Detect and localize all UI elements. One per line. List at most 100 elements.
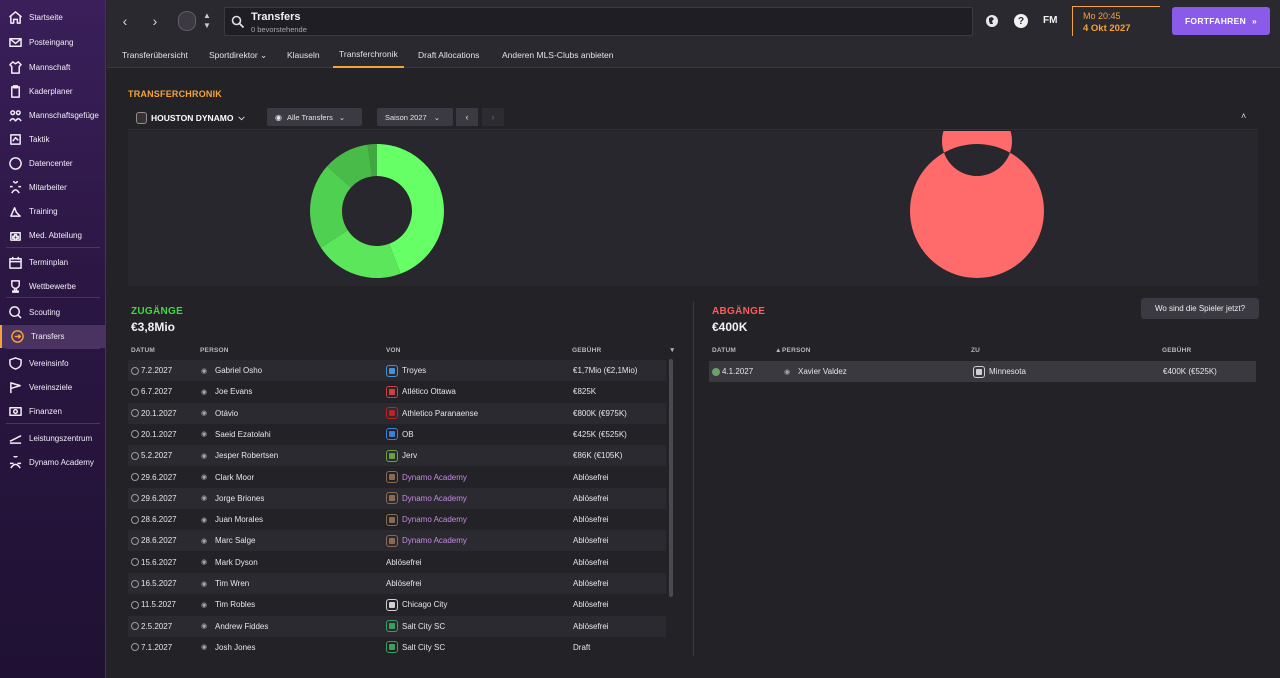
player-name[interactable]: Gabriel Osho xyxy=(215,366,263,375)
sidebar-item-dynamo-academy[interactable]: Dynamo Academy xyxy=(0,451,106,474)
from-club[interactable]: OB xyxy=(402,429,414,439)
sidebar-item-wettbewerbe[interactable]: Wettbewerbe xyxy=(0,275,106,298)
player-name[interactable]: Clark Moor xyxy=(215,472,255,482)
incoming-table-row[interactable]: 29.6.2027 ◉ Jorge Briones Dynamo Academy Abl… xyxy=(128,487,666,509)
continue-button[interactable]: FORTFAHREN » xyxy=(1172,7,1270,35)
incoming-table-row[interactable]: 20.1.2027 ◉ Otávio Athletico Paranaense €800… xyxy=(128,402,666,424)
from-club[interactable]: Ablösefrei xyxy=(386,557,422,567)
player-name[interactable]: Jorge Briones xyxy=(215,493,265,503)
sidebar-item-mannschaft[interactable]: Mannschaft xyxy=(0,56,106,79)
tab-anderen-mls-clubs-anbieten[interactable]: Anderen MLS-Clubs anbieten xyxy=(502,50,614,60)
incoming-table-row[interactable]: 16.5.2027 ◉ Tim Wren Ablösefrei Ablösefrei xyxy=(128,573,666,594)
incoming-table-row[interactable]: 2.5.2027 ◉ Andrew Fiddes Salt City SC Ablöse… xyxy=(128,615,666,637)
player-name[interactable]: Otávio xyxy=(215,408,239,418)
forward-arrow-icon[interactable]: › xyxy=(152,13,158,29)
outgoing-header-date[interactable]: DATUM xyxy=(712,347,736,354)
tab-draft-allocations[interactable]: Draft Allocations xyxy=(418,50,480,60)
player-name[interactable]: Andrew Fiddes xyxy=(215,621,269,631)
from-club[interactable]: Dynamo Academy xyxy=(402,536,467,546)
incoming-header-date[interactable]: DATUM xyxy=(131,347,155,354)
from-club[interactable]: Dynamo Academy xyxy=(402,515,467,525)
world-icon[interactable] xyxy=(984,13,1000,29)
incoming-table-row[interactable]: 29.6.2027 ◉ Clark Moor Dynamo Academy Ablöse… xyxy=(128,467,666,488)
incoming-scrollbar[interactable] xyxy=(669,359,673,597)
sidebar-item-finanzen[interactable]: Finanzen xyxy=(0,400,106,423)
sidebar-item-training[interactable]: Training xyxy=(0,200,106,223)
incoming-header-person[interactable]: PERSON xyxy=(200,347,229,354)
player-name[interactable]: Mark Dyson xyxy=(215,557,258,567)
player-name[interactable]: Saeid Ezatolahi xyxy=(215,429,271,439)
incoming-donut-slice-joe-evans[interactable] xyxy=(320,230,401,278)
sidebar-item-kaderplaner[interactable]: Kaderplaner xyxy=(0,80,106,103)
player-name[interactable]: Jesper Robertsen xyxy=(215,451,279,461)
incoming-table-row[interactable]: 6.7.2027 ◉ Joe Evans Atlético Ottawa €825K xyxy=(128,381,666,402)
from-club[interactable]: Jerv xyxy=(402,451,418,461)
player-name[interactable]: Joe Evans xyxy=(215,387,253,397)
sidebar-item-leistungszentrum[interactable]: Leistungszentrum xyxy=(0,427,106,450)
next-season-button[interactable]: › xyxy=(482,108,504,126)
club-dropdown[interactable]: HOUSTON DYNAMO ⌵ xyxy=(136,112,245,124)
sidebar-item-vereinsinfo[interactable]: Vereinsinfo xyxy=(0,352,106,375)
sidebar-item-posteingang[interactable]: Posteingang xyxy=(0,31,106,54)
from-club[interactable]: Ablösefrei xyxy=(386,579,422,588)
incoming-table-row[interactable]: 28.6.2027 ◉ Marc Salge Dynamo Academy Ablöse… xyxy=(128,530,666,552)
to-club[interactable]: Minnesota xyxy=(989,367,1026,376)
sidebar-item-transfers[interactable]: Transfers xyxy=(0,325,106,348)
sort-desc-icon[interactable]: ▼ xyxy=(669,347,676,354)
sidebar-item-mitarbeiter[interactable]: Mitarbeiter xyxy=(0,176,106,199)
from-club[interactable]: Salt City SC xyxy=(402,621,446,631)
tab-transferübersicht[interactable]: Transferübersicht xyxy=(122,50,188,60)
where-are-players-button[interactable]: Wo sind die Spieler jetzt? xyxy=(1141,298,1259,319)
incoming-table-row[interactable]: 28.6.2027 ◉ Juan Morales Dynamo Academy Ablö… xyxy=(128,509,666,530)
sidebar-item-taktik[interactable]: Taktik xyxy=(0,128,106,151)
sidebar-item-datencenter[interactable]: Datencenter xyxy=(0,152,106,175)
incoming-table-row[interactable]: 7.2.2027 ◉ Gabriel Osho Troyes €1,7Mio (€2,1… xyxy=(128,360,666,381)
search-box[interactable]: Transfers 0 bevorstehende xyxy=(224,7,973,36)
player-name[interactable]: Marc Salge xyxy=(215,536,256,546)
outgoing-donut-slice-xavier-valdez[interactable] xyxy=(909,106,1044,278)
from-club[interactable]: Atlético Ottawa xyxy=(402,387,456,397)
from-club[interactable]: Athletico Paranaense xyxy=(402,408,479,418)
season-dropdown[interactable]: Saison 2027 ⌄ xyxy=(377,108,453,126)
from-club[interactable]: Chicago City xyxy=(402,600,448,610)
incoming-header-from[interactable]: VON xyxy=(386,347,401,354)
incoming-header-fee[interactable]: GEBÜHR xyxy=(572,347,602,354)
incoming-table-row[interactable]: 20.1.2027 ◉ Saeid Ezatolahi OB €425K (€525K) xyxy=(128,424,666,445)
tab-sportdirektor[interactable]: Sportdirektor ⌄ xyxy=(209,49,268,60)
date-display[interactable]: Mo 20:45 4 Okt 2027 xyxy=(1072,6,1160,36)
club-badge-icon[interactable] xyxy=(178,11,196,31)
fm-logo[interactable]: FM xyxy=(1043,15,1058,26)
outgoing-table-row[interactable]: 4.1.2027 ◉ Xavier Valdez Minnesota €400K (€5… xyxy=(709,361,1256,382)
from-club[interactable]: Dynamo Academy xyxy=(402,493,467,503)
back-arrow-icon[interactable]: ‹ xyxy=(122,13,128,29)
sidebar-item-scouting[interactable]: Scouting xyxy=(0,301,106,324)
incoming-table-row[interactable]: 7.1.2027 ◉ Josh Jones Salt City SC Draft xyxy=(128,637,666,658)
sidebar-item-startseite[interactable]: Startseite xyxy=(0,6,106,29)
outgoing-header-person[interactable]: PERSON xyxy=(782,347,811,354)
player-name[interactable]: Juan Morales xyxy=(215,515,264,525)
tab-transferchronik[interactable]: Transferchronik xyxy=(333,42,404,68)
player-name[interactable]: Josh Jones xyxy=(215,642,256,652)
club-switch-arrows-icon[interactable]: ▲ ▼ xyxy=(203,11,211,30)
incoming-donut-slice-saeid-ezatolahi[interactable] xyxy=(327,144,373,188)
player-name[interactable]: Xavier Valdez xyxy=(798,367,847,376)
help-icon[interactable]: ? xyxy=(1013,13,1029,29)
incoming-donut-slice-ot-vio[interactable] xyxy=(310,166,352,248)
sidebar-item-med-abteilung[interactable]: Med. Abteilung xyxy=(0,224,106,247)
transfer-filter-dropdown[interactable]: ◉ Alle Transfers ⌄ xyxy=(267,108,362,126)
outgoing-header-fee[interactable]: GEBÜHR xyxy=(1162,347,1192,354)
incoming-donut-slice-jesper-robertsen[interactable] xyxy=(367,144,377,177)
player-name[interactable]: Tim Robles xyxy=(215,600,256,610)
incoming-table-row[interactable]: 15.6.2027 ◉ Mark Dyson Ablösefrei Ablösefrei xyxy=(128,552,666,573)
outgoing-header-to[interactable]: ZU xyxy=(971,347,981,354)
incoming-table-row[interactable]: 5.2.2027 ◉ Jesper Robertsen Jerv €86K (€105K… xyxy=(128,445,666,467)
sidebar-item-mannschaftsgefüge[interactable]: Mannschaftsgefüge xyxy=(0,104,106,127)
sidebar-item-vereinsziele[interactable]: Vereinsziele xyxy=(0,376,106,399)
previous-season-button[interactable]: ‹ xyxy=(456,108,478,126)
incoming-table-row[interactable]: 11.5.2027 ◉ Tim Robles Chicago City Ablösefr… xyxy=(128,594,666,615)
from-club[interactable]: Dynamo Academy xyxy=(402,472,467,482)
from-club[interactable]: Troyes xyxy=(402,366,427,375)
tab-klauseln[interactable]: Klauseln xyxy=(287,50,320,60)
from-club[interactable]: Salt City SC xyxy=(402,642,446,652)
incoming-donut-slice-gabriel-osho[interactable] xyxy=(377,144,444,274)
